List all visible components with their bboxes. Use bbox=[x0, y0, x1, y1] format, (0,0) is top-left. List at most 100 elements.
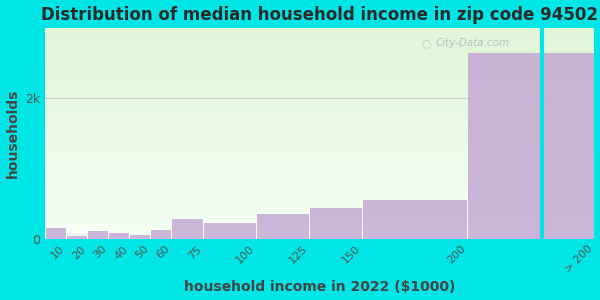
Bar bbox=[45, 87, 595, 89]
Bar bbox=[45, 127, 595, 129]
Bar bbox=[45, 89, 595, 91]
Bar bbox=[45, 218, 595, 220]
Bar bbox=[45, 49, 595, 51]
Text: ○: ○ bbox=[421, 38, 431, 48]
Bar bbox=[45, 159, 595, 161]
Bar bbox=[45, 93, 595, 95]
Bar bbox=[45, 110, 595, 112]
Bar bbox=[468, 52, 594, 239]
Bar bbox=[45, 45, 595, 47]
Bar bbox=[45, 178, 595, 180]
Y-axis label: households: households bbox=[5, 89, 20, 178]
Bar bbox=[45, 199, 595, 201]
Bar bbox=[45, 68, 595, 70]
Bar bbox=[45, 30, 595, 32]
Bar bbox=[45, 62, 595, 64]
Bar bbox=[45, 123, 595, 125]
Bar bbox=[45, 152, 595, 154]
Bar bbox=[45, 64, 595, 66]
Bar bbox=[46, 228, 65, 239]
Bar bbox=[45, 57, 595, 60]
Bar bbox=[45, 212, 595, 214]
Bar bbox=[45, 32, 595, 34]
Text: City-Data.com: City-Data.com bbox=[435, 38, 509, 48]
Bar bbox=[257, 214, 308, 239]
Bar bbox=[204, 223, 256, 239]
Bar bbox=[45, 207, 595, 209]
Bar bbox=[45, 102, 595, 104]
Bar bbox=[45, 81, 595, 83]
Bar bbox=[45, 125, 595, 127]
Bar bbox=[45, 74, 595, 77]
Bar bbox=[45, 104, 595, 106]
Bar bbox=[45, 235, 595, 237]
Bar bbox=[45, 186, 595, 188]
Bar bbox=[45, 60, 595, 62]
Bar bbox=[45, 85, 595, 87]
Bar bbox=[45, 117, 595, 119]
Bar bbox=[45, 214, 595, 216]
Bar bbox=[45, 184, 595, 186]
Bar bbox=[45, 98, 595, 100]
Bar bbox=[45, 108, 595, 110]
Bar bbox=[151, 230, 172, 239]
Bar bbox=[310, 208, 362, 239]
Bar bbox=[45, 55, 595, 57]
Bar bbox=[45, 83, 595, 85]
Bar bbox=[45, 106, 595, 108]
Bar bbox=[45, 167, 595, 169]
Bar bbox=[45, 43, 595, 45]
Bar bbox=[45, 233, 595, 235]
Bar bbox=[45, 148, 595, 150]
Bar bbox=[45, 34, 595, 36]
Bar bbox=[45, 165, 595, 167]
Bar bbox=[45, 138, 595, 140]
Bar bbox=[45, 209, 595, 211]
Bar bbox=[45, 197, 595, 199]
Bar bbox=[45, 136, 595, 138]
Bar bbox=[45, 169, 595, 171]
Bar bbox=[45, 142, 595, 144]
Bar bbox=[45, 161, 595, 163]
Bar bbox=[45, 76, 595, 79]
Bar bbox=[45, 53, 595, 55]
Bar bbox=[67, 236, 87, 239]
Title: Distribution of median household income in zip code 94502: Distribution of median household income … bbox=[41, 6, 598, 24]
Bar bbox=[45, 36, 595, 38]
Bar bbox=[45, 176, 595, 178]
Bar bbox=[45, 226, 595, 228]
Bar bbox=[45, 72, 595, 74]
Bar bbox=[45, 203, 595, 205]
Bar bbox=[45, 91, 595, 93]
Bar bbox=[45, 154, 595, 157]
Bar bbox=[45, 40, 595, 43]
Bar bbox=[45, 171, 595, 174]
Bar bbox=[45, 131, 595, 134]
Bar bbox=[45, 228, 595, 231]
Bar bbox=[45, 222, 595, 224]
Bar bbox=[45, 112, 595, 114]
Bar bbox=[45, 195, 595, 197]
Bar bbox=[45, 28, 595, 30]
Bar bbox=[45, 150, 595, 152]
Bar bbox=[45, 38, 595, 40]
Bar bbox=[172, 219, 203, 239]
Bar bbox=[45, 70, 595, 72]
Bar bbox=[45, 119, 595, 121]
Bar bbox=[45, 188, 595, 190]
Bar bbox=[45, 216, 595, 218]
Bar bbox=[45, 47, 595, 49]
Bar bbox=[45, 134, 595, 136]
Bar bbox=[45, 190, 595, 193]
Bar bbox=[362, 200, 467, 239]
Bar bbox=[45, 144, 595, 146]
Bar bbox=[45, 100, 595, 102]
Bar bbox=[45, 193, 595, 195]
Bar bbox=[109, 233, 129, 239]
Bar bbox=[45, 182, 595, 184]
Bar bbox=[45, 79, 595, 81]
Bar bbox=[45, 205, 595, 207]
Bar bbox=[45, 51, 595, 53]
Bar bbox=[45, 231, 595, 233]
Bar bbox=[45, 174, 595, 176]
